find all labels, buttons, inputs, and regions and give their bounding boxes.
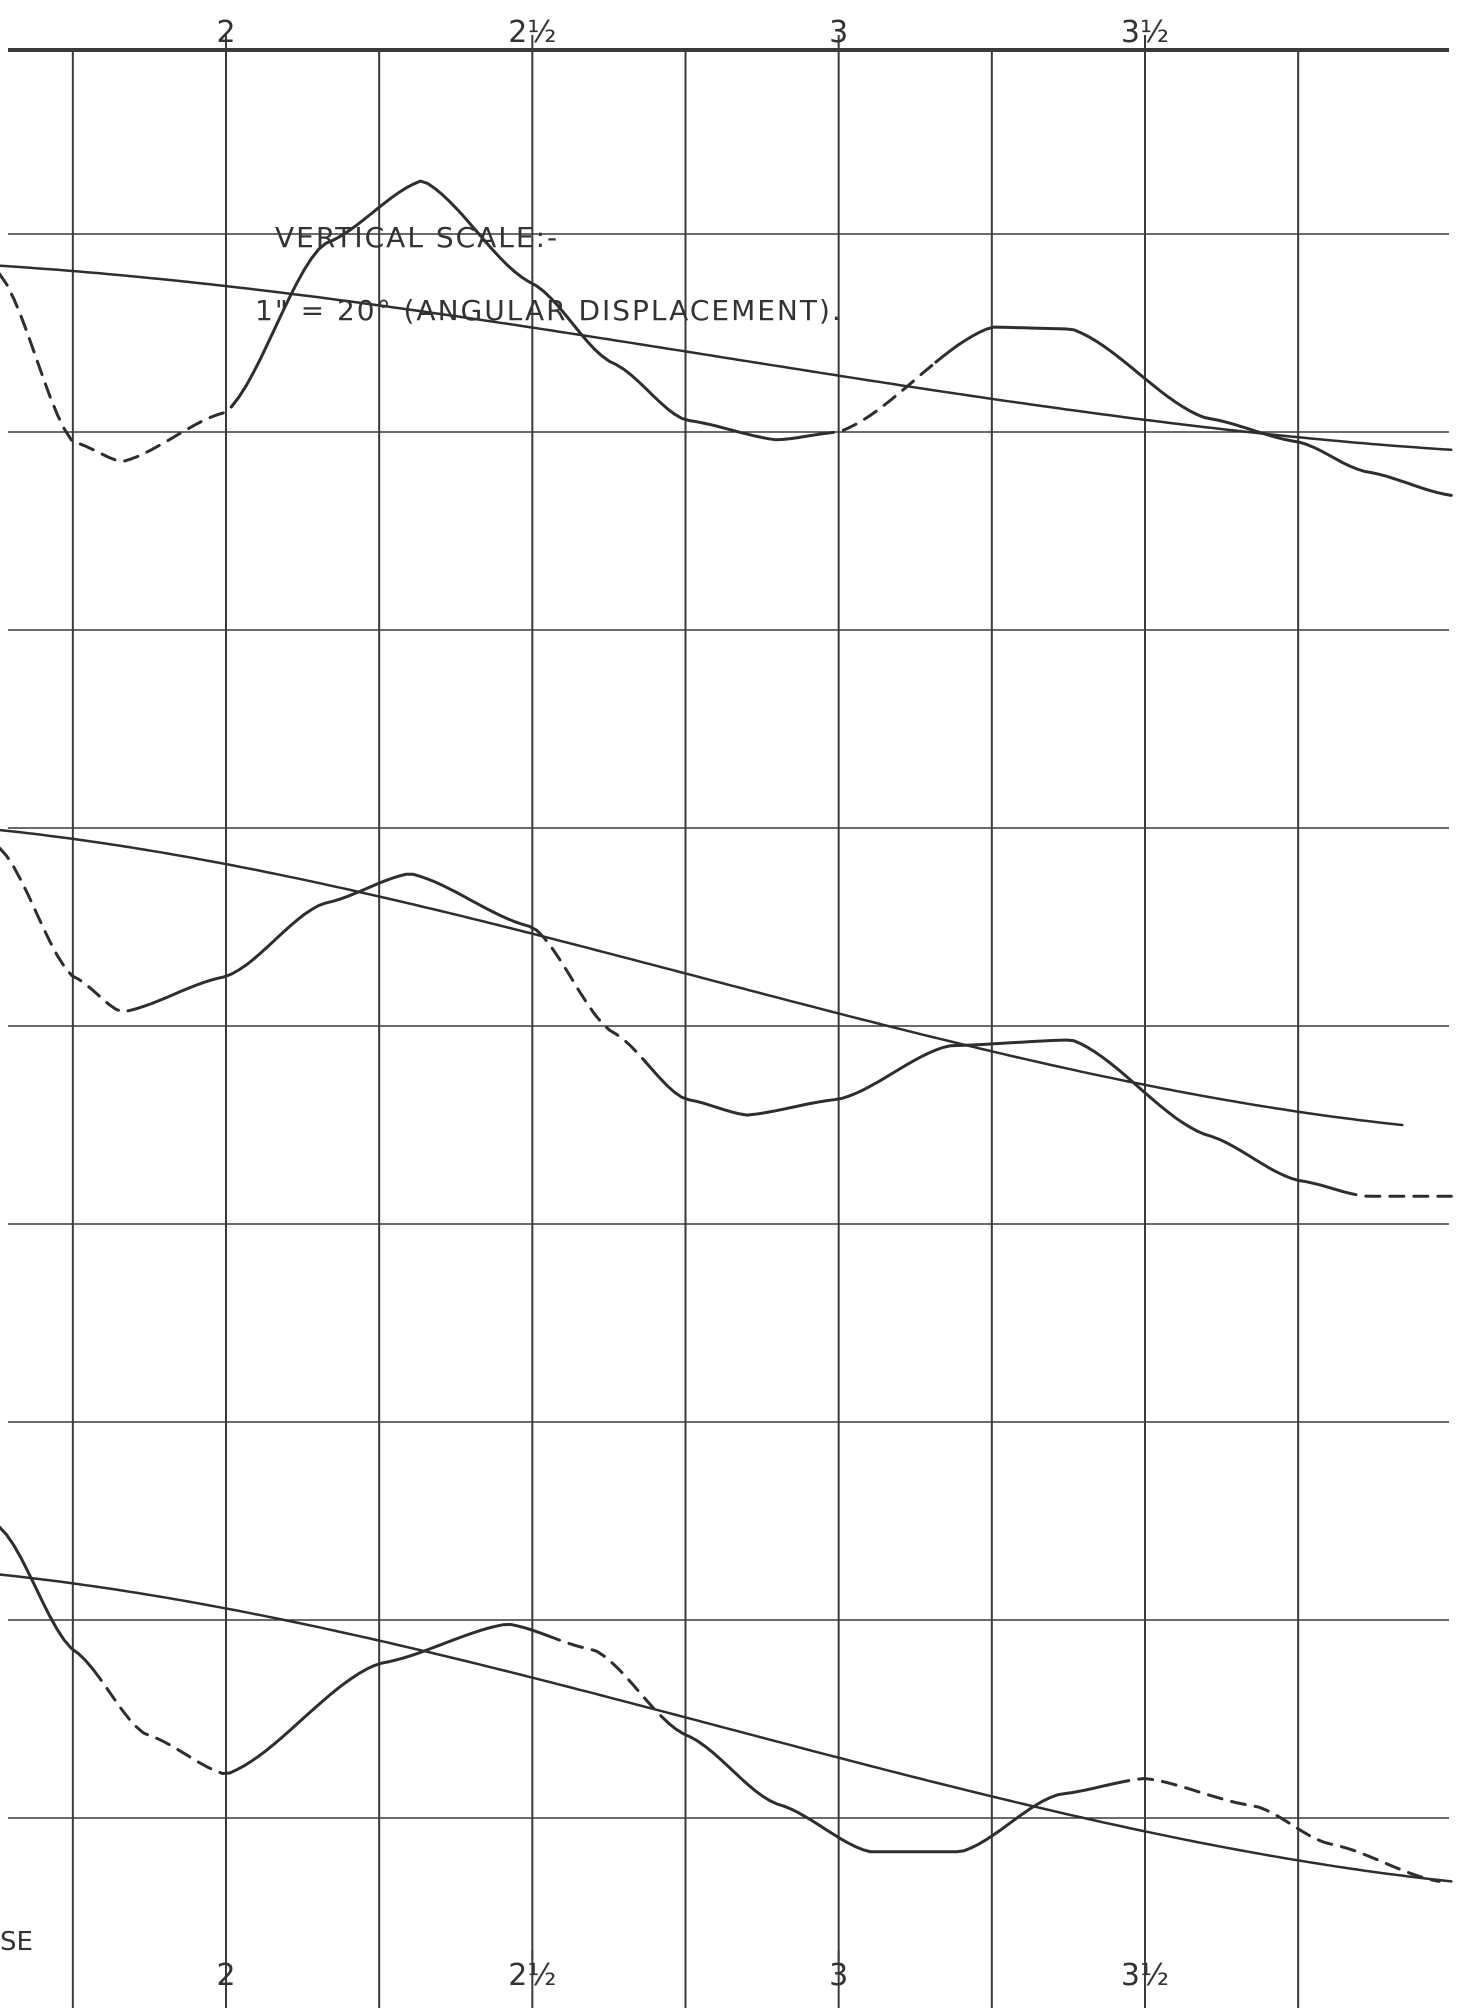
x-tick-label-bottom: 3: [829, 1958, 848, 1993]
annotation-scale-value: 1" = 20° (ANGULAR DISPLACEMENT).: [255, 294, 843, 327]
x-tick-label-top: 2: [216, 15, 235, 50]
x-tick-label-bottom: 2½: [508, 1958, 556, 1993]
annotation-vertical-scale: VERTICAL SCALE:-: [275, 221, 559, 254]
x-tick-label-top: 3: [829, 15, 848, 50]
x-tick-label-bottom: 2: [216, 1958, 235, 1993]
x-tick-label-top: 2½: [508, 15, 556, 50]
x-tick-label-bottom: 3½: [1121, 1958, 1169, 1993]
x-tick-label-top: 3½: [1121, 15, 1169, 50]
bottom-left-label: SE: [0, 1927, 33, 1957]
